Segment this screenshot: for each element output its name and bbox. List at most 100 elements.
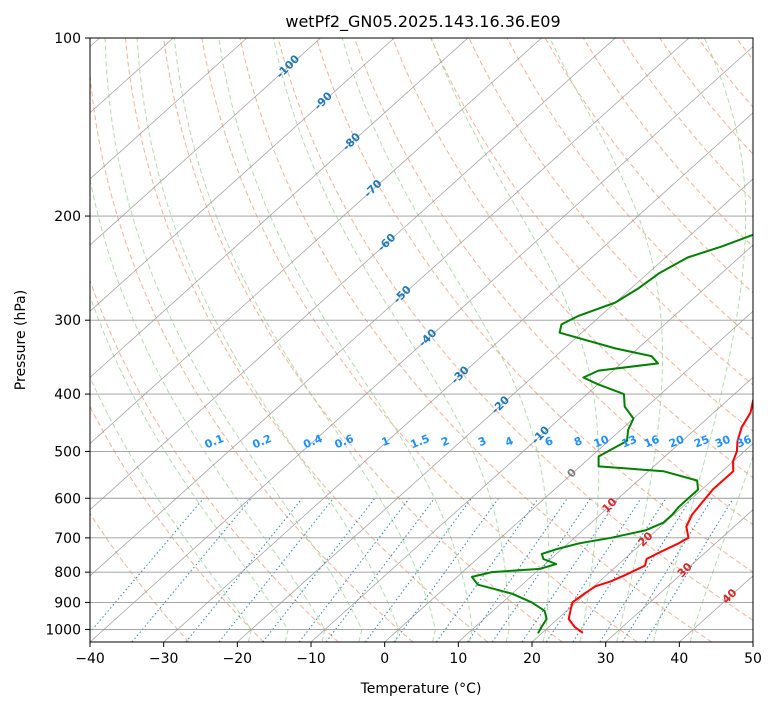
axes-layer: −40 −30 −20 −10 0 10 20 30 40 5010020030040050060… [45,31,762,667]
dry-adiabat-line [659,38,753,155]
y-tick-label: 700 [54,531,81,547]
isotherm-line [310,244,753,642]
mixing-ratio-label: 0.2 [251,432,274,451]
temperature-profile-line [567,398,753,634]
isotherm-line [679,575,753,642]
dry-adiabat-line [90,405,264,642]
dry-adiabat-line [621,38,753,202]
mixing-ratio-label: 3 [476,434,488,449]
dry-adiabat-line [544,38,753,294]
y-tick-label: 200 [54,209,81,225]
y-tick-label: 800 [54,565,81,581]
dry-adiabat-label: -100 [274,52,303,81]
moist-adiabat-line [689,454,753,642]
mixing-ratio-label: 36 [734,433,753,451]
mixing-ratio-line [262,497,376,642]
moist-adiabat-line [90,294,289,642]
mixing-ratio-label: 25 [692,433,711,451]
mixing-ratio-line [572,498,667,642]
mixing-ratio-label: 2 [439,434,451,449]
y-tick-label: 600 [54,491,81,507]
y-tick-label: 300 [54,313,81,329]
x-tick-label: 50 [744,651,762,667]
mixing-ratio-line [435,498,539,642]
isotherm-line [90,38,542,445]
mixing-ratio-line [131,497,252,642]
mixing-ratio-line [298,497,410,642]
isotherm-line [90,38,395,312]
mixing-ratio-label: 13 [620,433,639,451]
mixing-ratio-label: 16 [642,433,661,451]
isotherm-line [531,442,753,642]
mixing-ratio-label: 20 [667,433,686,451]
moist-adiabat-line [549,38,663,642]
isotherm-line [752,641,753,642]
dry-adiabat-line [735,38,753,61]
x-tick-label: 40 [670,651,688,667]
isotherm-line [90,38,321,246]
isotherm-line [90,38,248,180]
isotherm-line [90,46,753,642]
mixing-ratio-label: 30 [713,433,732,451]
moist-adiabat-line [430,38,600,642]
dry-adiabat-line [468,38,753,386]
dry-adiabat-line [277,38,753,621]
mixing-ratio-label: 8 [572,434,584,449]
dewpoint-profile-line [470,233,753,634]
dry-adiabat-line [90,69,414,642]
isotherm-line [605,509,753,642]
mixing-ratio-label: 0.6 [333,432,356,451]
mixing-ratio-line [467,498,568,642]
x-axis-label: Temperature (°C) [360,681,482,697]
moist-adiabat-line [90,376,252,642]
mixing-ratio-line [621,498,713,642]
mixing-ratio-line [364,498,472,642]
moist-adiabat-line [218,38,473,642]
mixing-ratio-line [545,498,642,642]
moist-adiabat-line [136,38,400,642]
isotherm-line [90,38,616,511]
mixing-ratio-line [599,498,692,642]
mixing-ratio-label: 1.5 [409,432,432,451]
isotherm-line [384,310,753,642]
y-axis-label: Pressure (hPa) [13,290,29,390]
moist-adiabat-line [104,38,363,642]
y-tick-label: 1000 [45,622,81,638]
x-tick-label: −30 [149,651,179,667]
mixing-ratio-label: 4 [503,434,515,449]
mixing-ratio-line [393,498,500,642]
dry-adiabat-line [392,38,753,479]
chart-title: wetPf2_GN05.2025.143.16.36.E09 [285,12,560,32]
dry-adiabat-line [124,38,488,642]
x-tick-label: −20 [223,651,253,667]
isotherm-line [90,38,690,577]
dry-adiabat-line [582,38,753,248]
moist-adiabat-line [272,38,510,642]
moist-adiabat-line [341,38,550,642]
x-tick-label: 20 [523,651,541,667]
y-tick-label: 400 [54,387,81,403]
moist-adiabat-line [90,176,326,642]
mixing-ratio-label: 0.1 [203,432,226,451]
dry-adiabat-line [163,38,563,642]
dry-adiabat-line [90,279,339,642]
x-tick-label: 10 [449,651,467,667]
x-tick-label: −40 [75,651,105,667]
profile-layer [470,233,753,634]
mixing-ratio-label: 6 [543,434,555,449]
mixing-ratio-label: 1 [380,434,392,449]
x-tick-label: 30 [597,651,615,667]
dry-adiabat-line [239,38,712,642]
isotherm-line [458,376,753,642]
y-tick-label: 900 [54,595,81,611]
mixing-ratio-line [644,498,734,642]
x-tick-label: 0 [380,651,389,667]
grid-layer [90,38,753,642]
plot-frame [89,37,754,643]
mixing-ratio-line [218,497,334,642]
mixing-ratio-label: 10 [592,433,611,451]
dry-adiabat-line [201,38,638,642]
mixing-ratio-line [521,498,619,642]
moist-adiabat-line [173,38,437,642]
